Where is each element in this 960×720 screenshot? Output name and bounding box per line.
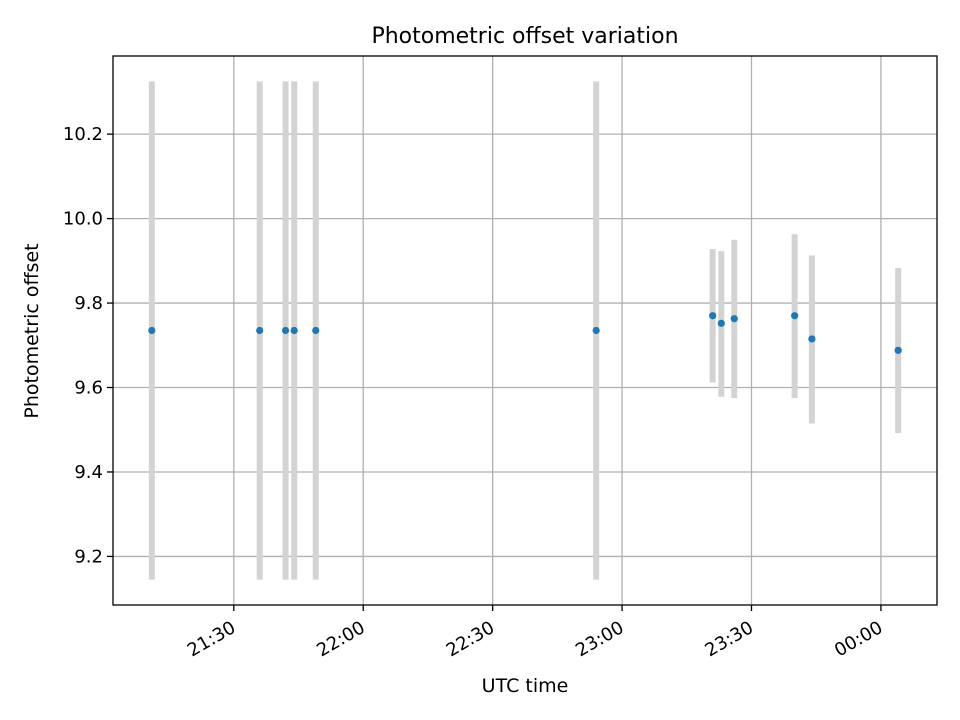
y-tick-label: 9.8	[74, 293, 103, 314]
y-tick-label: 10.2	[63, 124, 103, 145]
x-tick-label: 22:00	[313, 617, 368, 661]
data-point	[592, 326, 600, 335]
y-tick-label: 9.6	[74, 378, 103, 399]
data-points	[148, 312, 902, 354]
x-tick-label: 23:30	[702, 617, 757, 661]
x-tick-label: 21:30	[184, 617, 239, 661]
data-point	[730, 315, 738, 323]
errorbars	[148, 81, 902, 580]
data-point	[281, 326, 290, 335]
data-point	[808, 335, 816, 343]
data-point	[717, 319, 725, 327]
y-tick-label: 10.0	[63, 209, 103, 230]
grid	[113, 56, 937, 605]
data-point	[148, 326, 156, 335]
y-axis-label: Photometric offset	[21, 243, 43, 418]
data-point	[256, 326, 264, 335]
chart-title: Photometric offset variation	[371, 24, 678, 49]
x-axis-label: UTC time	[482, 675, 569, 697]
plot-frame	[112, 55, 938, 606]
data-point	[894, 346, 902, 354]
x-tick-label: 00:00	[831, 617, 886, 661]
data-point	[709, 312, 717, 320]
y-axis-ticks: 9.2 9.4 9.6 9.8 10.0 10.2	[63, 124, 113, 567]
x-tick-label: 22:30	[443, 617, 498, 661]
y-tick-label: 9.4	[74, 462, 103, 483]
x-axis-ticks: 21:30 22:00 22:30 23:00 23:30 00:00	[184, 605, 886, 661]
x-tick-label: 23:00	[572, 617, 627, 661]
y-tick-label: 9.2	[74, 546, 103, 567]
data-point	[791, 312, 799, 320]
data-point	[290, 326, 298, 335]
data-point	[312, 326, 320, 335]
